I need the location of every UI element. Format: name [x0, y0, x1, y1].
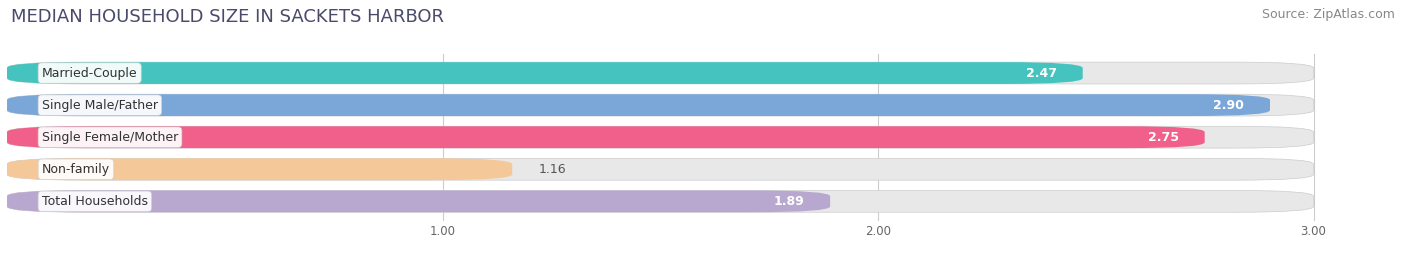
FancyBboxPatch shape	[7, 94, 1270, 116]
FancyBboxPatch shape	[7, 158, 512, 180]
FancyBboxPatch shape	[7, 190, 1313, 212]
Text: Married-Couple: Married-Couple	[42, 66, 138, 80]
FancyBboxPatch shape	[7, 62, 1313, 84]
Text: 2.47: 2.47	[1025, 66, 1056, 80]
FancyBboxPatch shape	[7, 62, 1083, 84]
Text: 1.89: 1.89	[773, 195, 804, 208]
Text: Source: ZipAtlas.com: Source: ZipAtlas.com	[1261, 8, 1395, 21]
Text: MEDIAN HOUSEHOLD SIZE IN SACKETS HARBOR: MEDIAN HOUSEHOLD SIZE IN SACKETS HARBOR	[11, 8, 444, 26]
Text: Non-family: Non-family	[42, 163, 110, 176]
Text: Total Households: Total Households	[42, 195, 148, 208]
FancyBboxPatch shape	[7, 126, 1313, 148]
FancyBboxPatch shape	[7, 126, 1205, 148]
Text: Single Male/Father: Single Male/Father	[42, 99, 157, 112]
Text: 2.90: 2.90	[1213, 99, 1244, 112]
Text: 2.75: 2.75	[1147, 131, 1178, 144]
FancyBboxPatch shape	[7, 158, 1313, 180]
Text: 1.16: 1.16	[538, 163, 567, 176]
FancyBboxPatch shape	[7, 190, 830, 212]
Text: Single Female/Mother: Single Female/Mother	[42, 131, 179, 144]
FancyBboxPatch shape	[7, 94, 1313, 116]
